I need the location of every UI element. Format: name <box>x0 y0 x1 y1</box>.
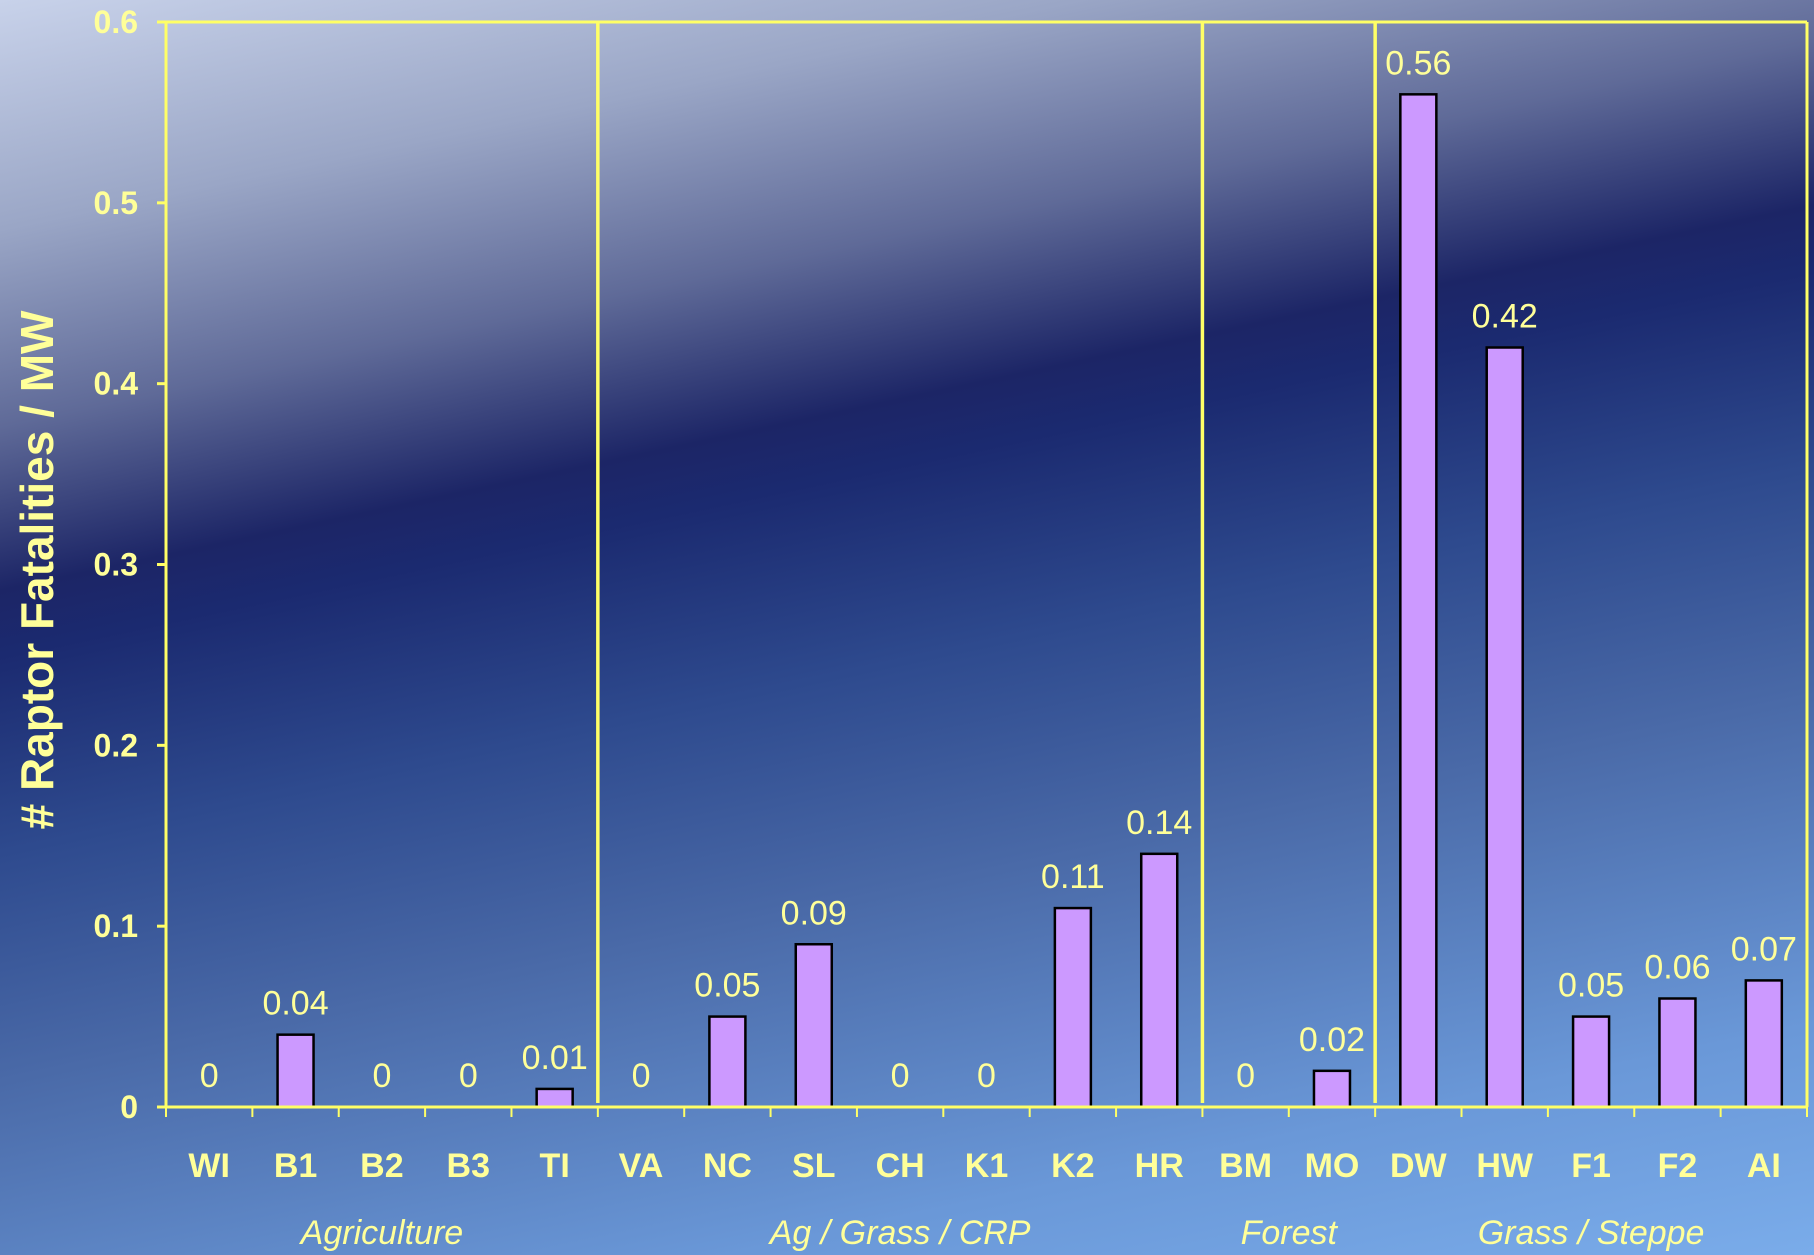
y-tick-label: 0 <box>120 1089 138 1125</box>
bar-hw <box>1485 346 1524 1109</box>
y-tick-label: 0.5 <box>94 185 138 221</box>
y-axis: 0 0.1 0.2 0.3 0.4 0.5 0.6 <box>94 4 168 1125</box>
data-label: 0.04 <box>262 985 328 1023</box>
x-tick-label: F2 <box>1658 1147 1698 1185</box>
x-tick-label: SL <box>792 1147 835 1185</box>
y-tick-label: 0.1 <box>94 908 138 944</box>
data-label: 0.06 <box>1644 949 1710 987</box>
x-tick-label: HR <box>1135 1147 1184 1185</box>
x-tick-label: AI <box>1747 1147 1781 1185</box>
x-tick-label: B1 <box>274 1147 317 1185</box>
x-tick-label: HW <box>1476 1147 1534 1185</box>
data-label: 0 <box>1236 1057 1255 1095</box>
group-label: Grass / Steppe <box>1478 1214 1705 1252</box>
x-tick-label: CH <box>876 1147 925 1185</box>
data-label: 0.02 <box>1299 1021 1365 1059</box>
x-tick-label: K2 <box>1051 1147 1094 1185</box>
data-label: 0 <box>200 1057 219 1095</box>
x-tick-label: B2 <box>360 1147 403 1185</box>
data-labels: 0 0.04 0 0 0.01 0 0.05 0.09 0 0 0.11 0.14 0 0.02 0.56 0… <box>200 44 1797 1095</box>
x-tick-label: MO <box>1305 1147 1360 1185</box>
y-tick-label: 0.3 <box>94 547 138 583</box>
bar-sl <box>794 943 834 1109</box>
bar-f2 <box>1658 997 1697 1109</box>
bar-hr <box>1139 852 1179 1109</box>
data-label: 0.56 <box>1385 44 1451 82</box>
data-label: 0 <box>977 1057 996 1095</box>
y-axis-label: # Raptor Fatalities / MW <box>11 310 63 829</box>
bar-f1 <box>1571 1015 1611 1109</box>
group-label: Agriculture <box>299 1214 464 1252</box>
y-tick-label: 0.4 <box>94 366 139 402</box>
bar-b1 <box>276 1033 315 1109</box>
y-tick-label: 0.2 <box>94 727 138 763</box>
data-label: 0 <box>891 1057 910 1095</box>
data-label: 0.01 <box>522 1039 588 1077</box>
data-label: 0.14 <box>1126 804 1192 842</box>
data-label: 0.09 <box>781 894 847 932</box>
bar-mo <box>1312 1069 1352 1109</box>
bar-nc <box>708 1015 747 1109</box>
x-tick-label: F1 <box>1571 1147 1611 1185</box>
data-label: 0.11 <box>1041 858 1105 896</box>
x-tick-label: B3 <box>447 1147 490 1185</box>
x-tick-label: K1 <box>965 1147 1008 1185</box>
x-tick-label: VA <box>619 1147 664 1185</box>
data-label: 0.42 <box>1472 298 1538 336</box>
x-tick-label: WI <box>188 1147 230 1185</box>
x-tick-label: DW <box>1390 1147 1448 1185</box>
x-tick-label: TI <box>540 1147 570 1185</box>
bars <box>276 93 1784 1109</box>
data-label: 0.05 <box>694 967 760 1005</box>
bar-dw <box>1399 93 1438 1109</box>
x-tick-label: BM <box>1219 1147 1272 1185</box>
x-axis: WI B1 B2 B3 TI VA NC SL CH K1 K2 HR BM MO DW HW F1 F2 AI <box>165 1105 1808 1185</box>
group-label: Forest <box>1241 1214 1339 1252</box>
y-tick-label: 0.6 <box>94 4 138 40</box>
group-dividers <box>596 22 1377 1103</box>
group-label: Ag / Grass / CRP <box>768 1214 1031 1252</box>
data-label: 0 <box>459 1057 478 1095</box>
bar-ai <box>1744 979 1784 1109</box>
data-label: 0 <box>372 1057 391 1095</box>
bar-ti <box>535 1087 574 1109</box>
group-labels: Agriculture Ag / Grass / CRP Forest Grass /… <box>299 1214 1705 1252</box>
data-label: 0 <box>632 1057 651 1095</box>
data-label: 0.07 <box>1731 930 1797 968</box>
x-tick-label: NC <box>703 1147 752 1185</box>
data-label: 0.05 <box>1558 967 1624 1005</box>
plot-frame <box>166 20 1809 1107</box>
bar-k2 <box>1053 906 1093 1109</box>
